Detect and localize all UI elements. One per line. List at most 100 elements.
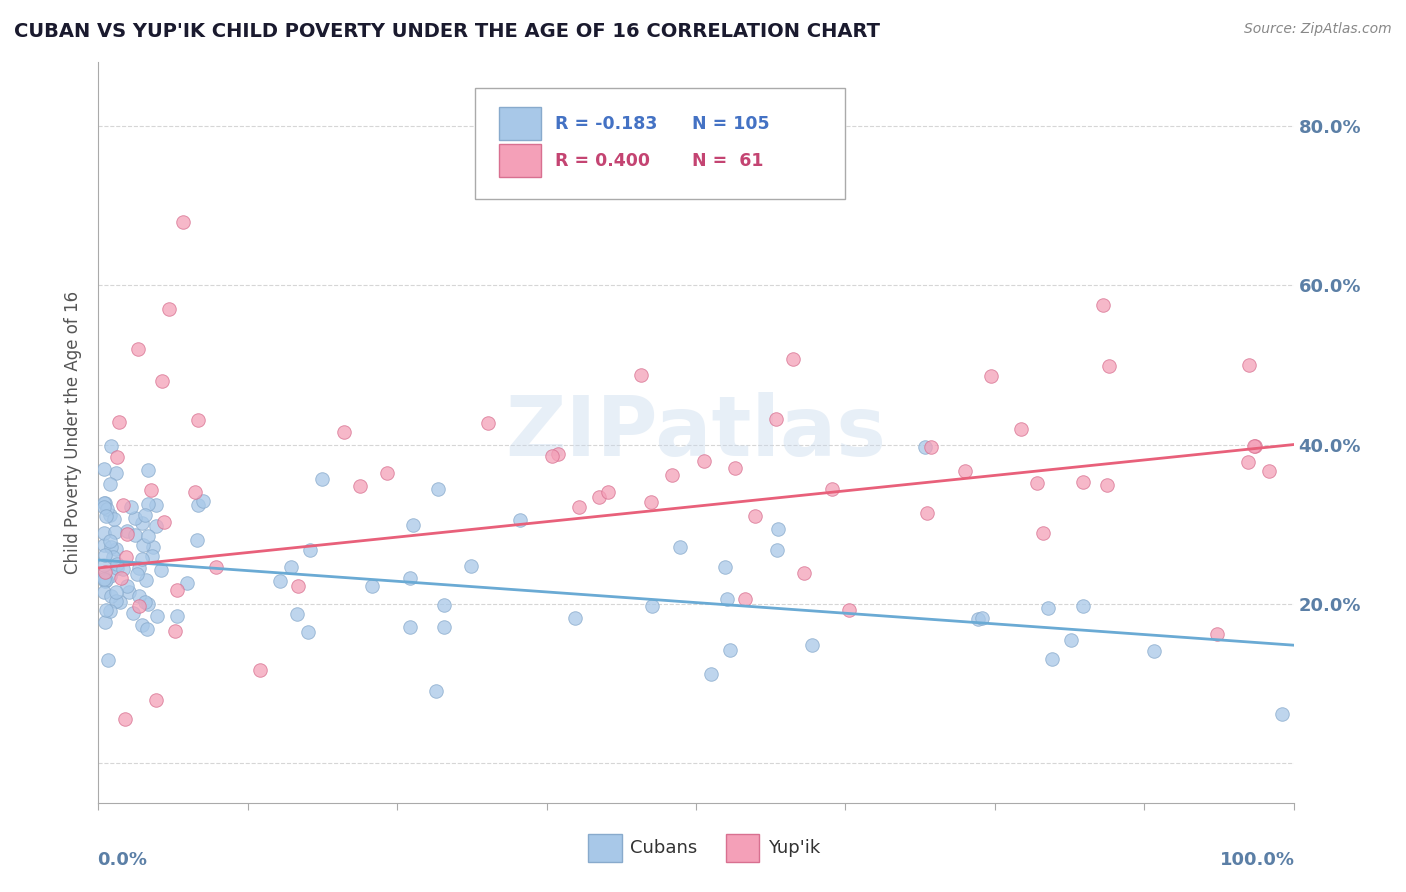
Point (1244, 439, 1267, 453)
Text: Source: ZipAtlas.com: Source: ZipAtlas.com (1244, 22, 1392, 37)
Point (187, 499, 209, 513)
Point (146, 608, 169, 623)
Point (269, 574, 291, 589)
Point (1143, 644, 1166, 658)
Point (93, 573, 115, 587)
Point (136, 497, 159, 511)
Point (131, 551, 153, 566)
Point (94, 549, 117, 563)
Point (375, 466, 398, 480)
Point (127, 342, 149, 356)
Point (433, 599, 456, 613)
Point (1026, 476, 1049, 491)
Text: 0.0%: 0.0% (97, 851, 148, 869)
Point (150, 374, 173, 388)
Point (103, 512, 125, 526)
Point (509, 513, 531, 527)
Point (249, 664, 271, 678)
Point (93, 574, 115, 589)
Point (1258, 464, 1281, 478)
Point (172, 214, 194, 228)
Point (744, 509, 766, 524)
Point (1060, 633, 1083, 648)
Point (93, 496, 115, 510)
Point (596, 485, 619, 500)
Text: Yup'ik: Yup'ik (768, 839, 820, 857)
Point (1095, 478, 1118, 492)
Point (718, 643, 741, 657)
Point (661, 467, 683, 482)
Point (1243, 439, 1265, 453)
Point (124, 511, 146, 525)
Point (1237, 455, 1260, 469)
Bar (499, 107, 541, 140)
Point (104, 466, 127, 480)
Point (94, 565, 117, 579)
Point (122, 606, 145, 620)
Point (967, 612, 990, 626)
Bar (499, 144, 541, 178)
Point (782, 351, 804, 366)
Point (127, 567, 149, 582)
Point (724, 460, 747, 475)
Point (134, 508, 156, 522)
Point (136, 597, 159, 611)
Point (399, 570, 422, 584)
Point (640, 599, 662, 613)
Point (165, 624, 187, 638)
Point (139, 483, 162, 498)
Point (734, 592, 756, 607)
Point (1271, 706, 1294, 721)
Point (115, 524, 138, 539)
Point (821, 483, 844, 497)
Point (426, 482, 449, 496)
Point (838, 603, 860, 617)
Point (297, 625, 319, 640)
Point (765, 542, 787, 557)
Point (118, 585, 141, 599)
Point (149, 563, 172, 577)
Point (94, 509, 117, 524)
Point (93, 462, 115, 476)
Point (699, 667, 721, 681)
Point (94, 603, 117, 617)
Text: 100.0%: 100.0% (1220, 851, 1295, 869)
Point (100, 540, 122, 554)
Point (588, 490, 610, 504)
Point (105, 594, 128, 608)
Y-axis label: Child Poverty Under the Age of 16: Child Poverty Under the Age of 16 (65, 291, 83, 574)
Point (93, 615, 115, 630)
Text: R = -0.183: R = -0.183 (555, 114, 658, 133)
Point (105, 557, 128, 571)
Point (285, 607, 308, 622)
Point (1098, 359, 1121, 373)
Point (128, 560, 150, 574)
Point (98, 477, 121, 491)
Point (96, 501, 118, 516)
Point (131, 617, 153, 632)
Point (668, 540, 690, 554)
Point (425, 684, 447, 698)
Point (157, 302, 180, 317)
Point (693, 454, 716, 468)
Point (1071, 475, 1094, 490)
Point (145, 693, 167, 707)
Bar (725, 834, 759, 862)
Point (98, 533, 121, 548)
Point (714, 560, 737, 574)
Point (136, 463, 159, 477)
Point (131, 516, 153, 530)
Point (564, 610, 586, 624)
Point (104, 541, 127, 556)
Point (93, 500, 115, 514)
Point (166, 609, 188, 624)
Point (568, 500, 591, 514)
Point (103, 549, 125, 564)
Point (94, 495, 117, 509)
Point (132, 538, 155, 552)
Point (191, 494, 214, 508)
Point (187, 413, 209, 427)
Text: CUBAN VS YUP'IK CHILD POVERTY UNDER THE AGE OF 16 CORRELATION CHART: CUBAN VS YUP'IK CHILD POVERTY UNDER THE … (14, 22, 880, 41)
Point (765, 411, 787, 425)
Point (1010, 422, 1032, 436)
